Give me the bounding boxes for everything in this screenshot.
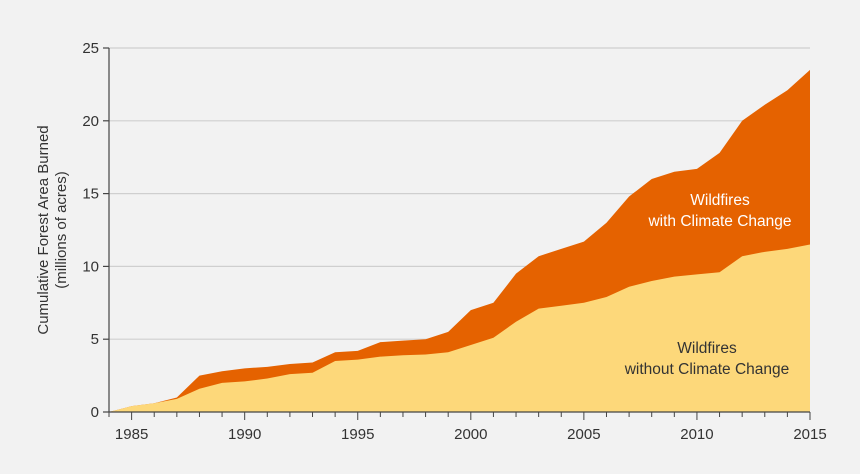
x-tick-label: 2015 bbox=[793, 426, 826, 443]
x-tick-label: 1985 bbox=[115, 426, 148, 443]
x-tick-label: 2005 bbox=[567, 426, 600, 443]
series-label-with-climate-change: Wildfires with Climate Change bbox=[647, 192, 791, 230]
series-label-without-climate-change: Wildfires without Climate Change bbox=[624, 340, 790, 378]
x-tick-label: 1990 bbox=[228, 426, 261, 443]
series-label-with-climate-change-line1: Wildfires bbox=[690, 192, 750, 209]
series-label-without-climate-change-line1: Wildfires bbox=[677, 340, 737, 357]
area-layer bbox=[109, 69, 810, 412]
tick-label-layer: 0 5 10 15 20 25 1985 1990 1995 2000 2005 2010 2015 bbox=[82, 40, 826, 443]
y-tick-label: 25 bbox=[82, 40, 99, 57]
y-axis-title-line2: (millions of acres) bbox=[53, 171, 70, 289]
x-tick-label: 2000 bbox=[454, 426, 487, 443]
y-tick-label: 0 bbox=[91, 404, 99, 421]
y-tick-label: 5 bbox=[91, 331, 99, 348]
series-label-with-climate-change-line2: with Climate Change bbox=[647, 213, 791, 230]
y-tick-label: 15 bbox=[82, 186, 99, 203]
axis-layer bbox=[103, 47, 811, 420]
x-tick-label: 2010 bbox=[680, 426, 713, 443]
y-axis-title-line1: Cumulative Forest Area Burned bbox=[35, 125, 52, 334]
y-axis-title: Cumulative Forest Area Burned (millions … bbox=[35, 125, 70, 334]
area-without-climate-change bbox=[109, 244, 810, 412]
series-label-without-climate-change-line2: without Climate Change bbox=[624, 361, 790, 378]
y-tick-label: 20 bbox=[82, 113, 99, 130]
x-tick-label: 1995 bbox=[341, 426, 374, 443]
y-tick-label: 10 bbox=[82, 258, 99, 275]
